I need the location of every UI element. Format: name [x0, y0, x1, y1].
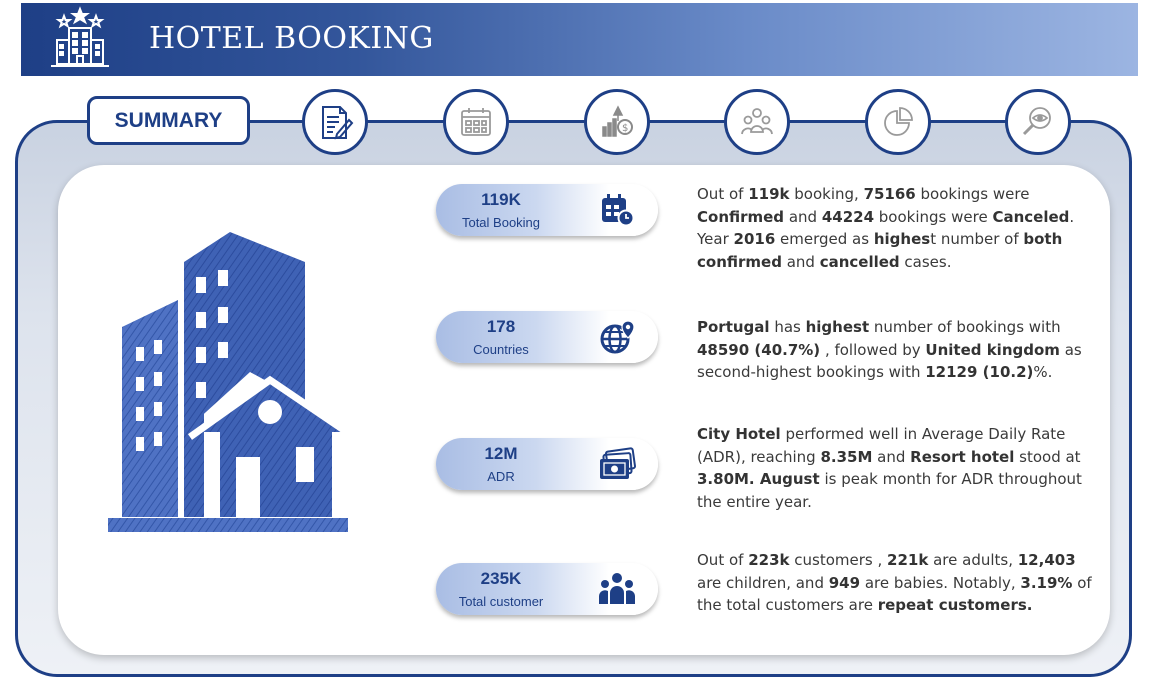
kpi-value: 12M — [484, 444, 518, 463]
document-edit-icon — [322, 106, 354, 140]
hotel-building-illustration — [108, 232, 355, 532]
svg-text:$: $ — [622, 123, 628, 134]
customer-summary-text: Out of 223k customers , 221k are adults,… — [697, 551, 1092, 614]
hotel-stars-icon — [51, 6, 109, 67]
kpi-value: 178 — [486, 317, 516, 336]
kpi-label: Countries — [473, 342, 529, 357]
page-title: HOTEL BOOKING — [149, 21, 434, 56]
revenue-growth-icon: $ — [602, 105, 633, 137]
adr-summary-text: City Hotel performed well in Average Dai… — [697, 425, 1082, 511]
kpi-label: Total Booking — [461, 215, 541, 230]
kpi-label: ADR — [487, 469, 515, 484]
cash-icon — [600, 447, 636, 479]
nav-document-button[interactable] — [302, 89, 368, 155]
nav-revenue-button[interactable]: $ — [584, 89, 650, 155]
nav-calendar-button[interactable] — [443, 89, 509, 155]
kpi-total-booking: 119K Total Booking — [436, 184, 658, 236]
kpi-value: 119K — [481, 190, 521, 209]
kpi-label: Total customer — [458, 594, 544, 609]
kpi-adr: 12M ADR — [436, 438, 658, 490]
customers-icon — [741, 108, 773, 135]
people-icon — [599, 573, 635, 604]
nav-piechart-button[interactable] — [865, 89, 931, 155]
globe-pin-icon — [600, 320, 635, 354]
tab-summary[interactable]: SUMMARY — [87, 96, 250, 145]
kpi-value: 235K — [480, 569, 522, 588]
booking-summary-text: Out of 119k booking, 75166 bookings were… — [697, 185, 1075, 271]
header-banner: HOTEL BOOKING — [21, 3, 1138, 76]
kpi-countries: 178 Countries — [436, 311, 658, 363]
calendar-icon — [461, 108, 491, 136]
pie-chart-icon — [884, 107, 913, 136]
nav-customers-button[interactable] — [724, 89, 790, 155]
calendar-clock-icon — [602, 194, 635, 227]
magnifier-eye-icon — [1022, 107, 1051, 136]
nav-search-button[interactable] — [1005, 89, 1071, 155]
countries-summary-text: Portugal has highest number of bookings … — [697, 318, 1082, 381]
kpi-total-customer: 235K Total customer — [436, 563, 658, 615]
